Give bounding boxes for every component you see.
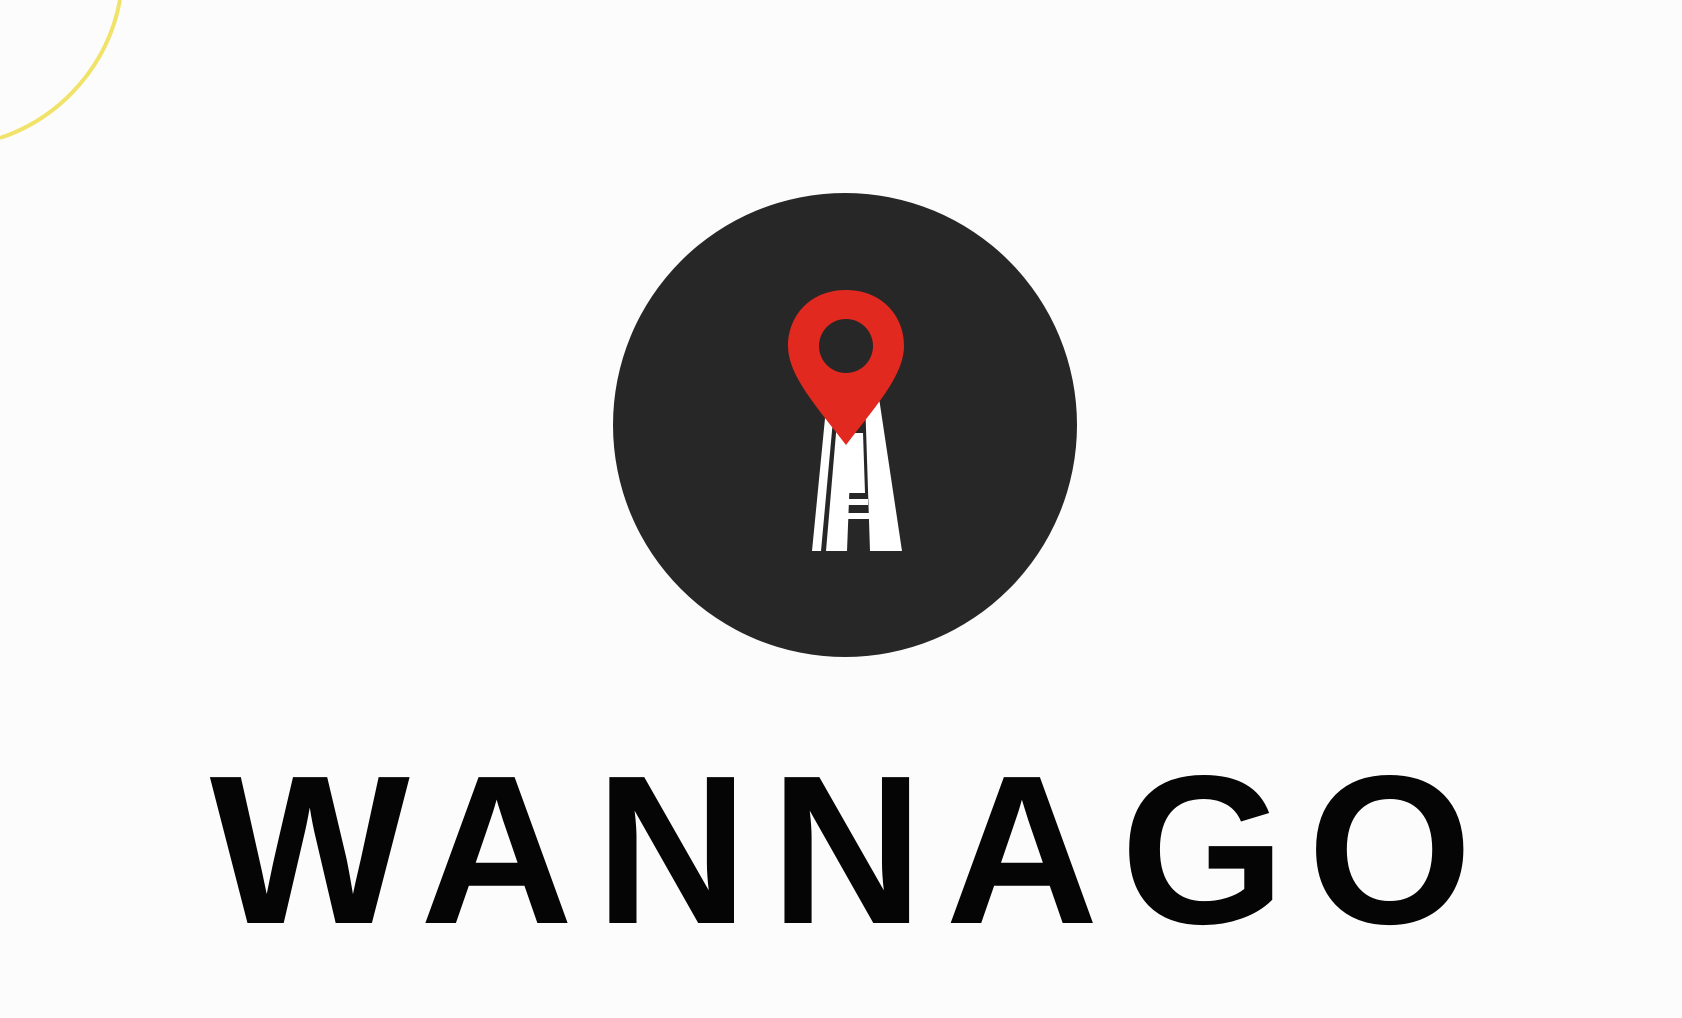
decorative-arc	[0, 0, 122, 140]
location-pin-road-icon	[788, 290, 904, 551]
map-pin-icon	[788, 290, 904, 445]
app-title: WANNAGO	[209, 731, 1495, 968]
